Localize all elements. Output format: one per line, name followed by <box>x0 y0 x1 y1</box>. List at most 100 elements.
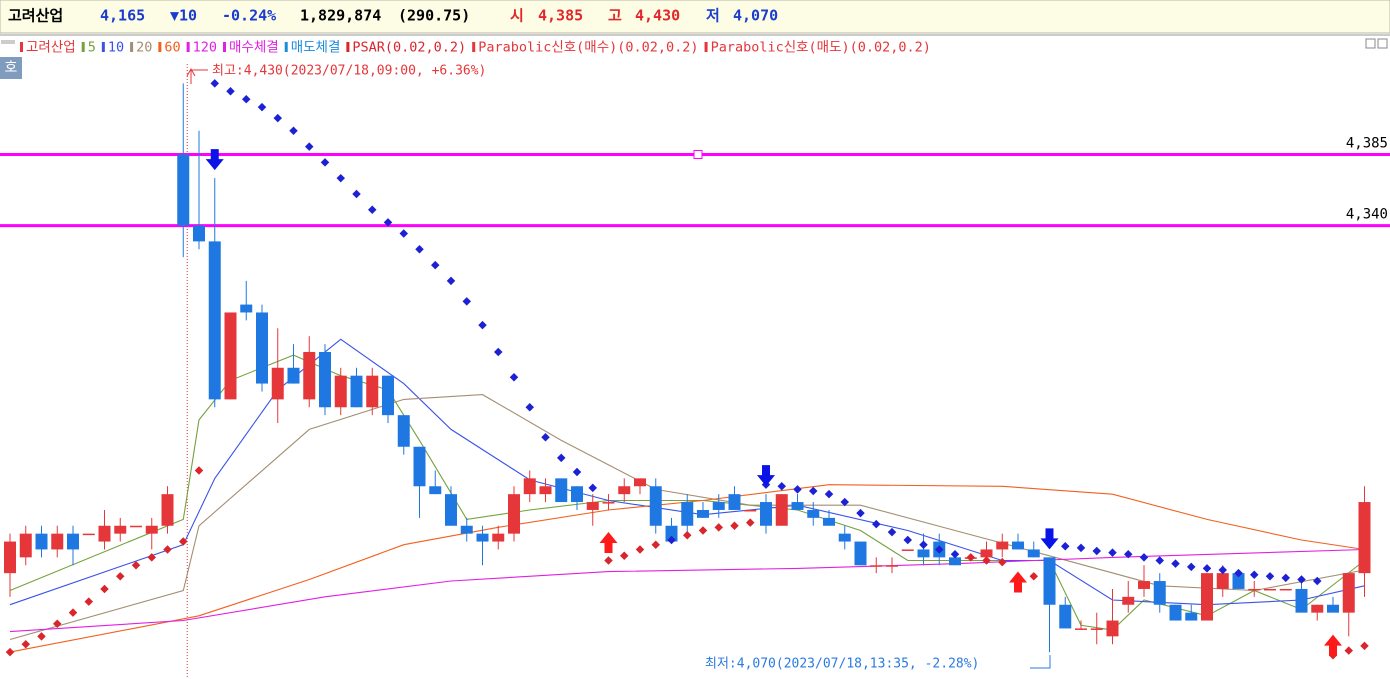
candle-body <box>1059 604 1072 629</box>
legend-marker <box>130 42 134 52</box>
psar-dot <box>1171 559 1180 568</box>
candle-body <box>1264 588 1276 591</box>
candle-body <box>397 415 410 447</box>
psar-dot <box>777 482 786 491</box>
buy-signal-arrow <box>1009 571 1027 593</box>
legend: 고려산업 5 10 20 60 120 매수체결 매도체결 PSAR(0.02,0.2) Para… <box>20 40 931 56</box>
candle-body <box>618 486 631 495</box>
legend-label: 60 <box>164 40 180 56</box>
legend-label: 120 <box>193 40 217 56</box>
quote-button-label[interactable]: 호 <box>5 60 18 76</box>
candle-body <box>917 549 930 558</box>
psar-dot <box>793 485 802 494</box>
psar-dot <box>651 540 660 549</box>
candle-body <box>728 494 741 510</box>
psar-dot <box>809 486 818 496</box>
psar-dot <box>1265 572 1275 581</box>
psar-dot <box>714 523 723 532</box>
candle-body <box>523 478 536 495</box>
candle-body <box>712 502 725 510</box>
high-price: 4,430 <box>635 7 680 25</box>
psar-dot <box>509 373 519 382</box>
candle-body <box>303 351 316 400</box>
psar-dot <box>1108 548 1117 557</box>
candle-body <box>1153 581 1166 605</box>
high-annotation-connector <box>190 69 208 84</box>
candle-body <box>1075 628 1087 630</box>
plot-area <box>0 64 1390 679</box>
psar-dot <box>21 640 30 649</box>
psar-dot <box>635 545 645 554</box>
candle-body <box>67 533 79 550</box>
psar-dot <box>887 527 897 537</box>
psar-dot <box>415 245 424 254</box>
candle-body <box>114 525 127 534</box>
psar-dot <box>289 126 298 136</box>
candle-body <box>1138 581 1150 589</box>
candle-body <box>1295 588 1308 613</box>
y-tick-label: 4,385 <box>1346 135 1388 151</box>
legend-marker <box>223 42 227 52</box>
psar-dot <box>903 535 912 545</box>
candle-body <box>1122 596 1135 605</box>
candle-body <box>19 533 32 558</box>
sell-signal-arrow <box>205 149 224 171</box>
candle-body <box>1090 628 1103 630</box>
candle-body <box>382 375 394 416</box>
legend-marker <box>472 42 476 52</box>
candle-body <box>1106 620 1119 637</box>
legend-marker <box>284 42 288 52</box>
psar-dot <box>1281 573 1290 583</box>
candle-body <box>996 541 1009 550</box>
candle-body <box>1043 557 1056 605</box>
candle-body <box>1342 573 1355 613</box>
moving-average-line <box>9 484 1365 653</box>
psar-dot <box>1234 568 1243 578</box>
header-bar <box>0 0 1390 34</box>
psar-dot <box>194 466 204 475</box>
low-label: 저 <box>706 7 720 25</box>
candle-body <box>492 533 505 542</box>
candle-body <box>256 312 268 384</box>
candle-body <box>823 517 835 526</box>
menu-icon[interactable] <box>1 40 15 44</box>
psar-dot <box>525 403 534 412</box>
candle-body <box>1279 588 1292 591</box>
psar-dot <box>856 508 865 518</box>
candle-body <box>476 533 489 542</box>
psar-dot <box>919 540 928 549</box>
psar-dot <box>352 189 361 199</box>
legend-marker <box>186 42 190 52</box>
candle-body <box>1232 573 1245 589</box>
legend-label: PSAR(0.02,0.2) <box>352 40 466 56</box>
low-annotation: 최저:4,070(2023/07/18,13:35, -2.28%) <box>705 657 979 672</box>
candle-body <box>161 494 174 526</box>
candle-body <box>98 525 111 542</box>
window-button[interactable] <box>1365 38 1376 49</box>
psar-dot <box>462 297 471 306</box>
buy-signal-arrow <box>1324 634 1342 656</box>
candle-body <box>1216 573 1229 589</box>
psar-dot <box>667 535 676 545</box>
psar-dot <box>368 205 377 215</box>
psar-dot <box>273 113 282 123</box>
candle-body <box>130 525 142 528</box>
candle-body <box>35 533 48 550</box>
sell-signal-arrow <box>757 465 775 487</box>
open-label: 시 <box>510 7 524 25</box>
psar-dot <box>37 632 46 641</box>
legend-marker <box>346 42 350 52</box>
psar-dot <box>320 158 330 167</box>
change: ▼10 <box>170 7 197 25</box>
candle-body <box>224 312 237 400</box>
quote-button[interactable] <box>0 57 22 79</box>
psar-dot <box>242 94 251 104</box>
candle-body <box>177 154 190 226</box>
psar-dot <box>5 647 15 657</box>
psar-dot <box>872 519 881 529</box>
candle-body <box>539 486 552 495</box>
candle-body <box>980 549 993 558</box>
candle-body <box>586 502 599 510</box>
window-button[interactable] <box>1377 38 1388 49</box>
